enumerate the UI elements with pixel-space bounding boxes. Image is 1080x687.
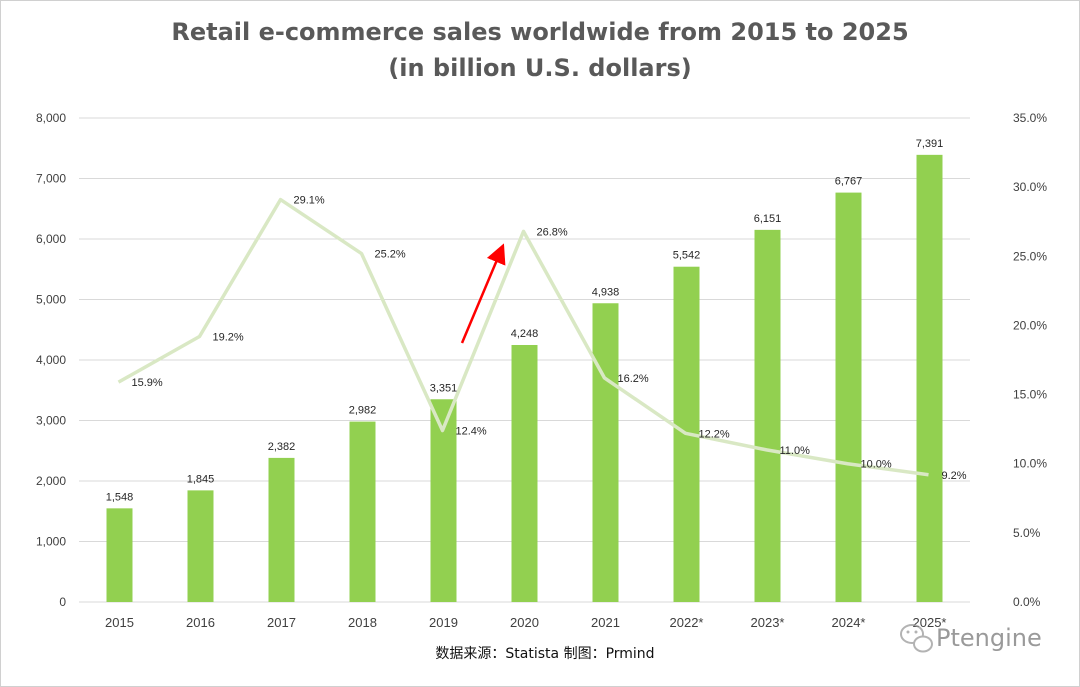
x-tick-label: 2023* [751,615,785,630]
x-tick-label: 2016 [186,615,215,630]
left-tick-label: 0 [59,595,66,609]
bar-data-label: 2,982 [349,405,377,417]
right-tick-label: 25.0% [1013,249,1047,263]
line-data-label: 25.2% [375,249,406,261]
bar [916,154,943,603]
gridlines [79,117,970,603]
bar-data-label: 4,248 [511,328,539,340]
left-tick-label: 5,000 [36,293,66,307]
x-tick-label: 2024* [832,615,866,630]
right-axis: 0.0% 5.0% 10.0% 15.0% 20.0% 25.0% 30.0% 35.0% [1013,111,1047,609]
left-axis: 0 1,000 2,000 3,000 4,000 5,000 6,000 7,000 8,00… [36,111,66,609]
left-tick-label: 7,000 [36,172,66,186]
x-tick-label: 2017 [267,615,296,630]
growth-rate-line [117,197,929,477]
chart-title-line-1: Retail e-commerce sales worldwide from 2… [171,18,908,46]
wechat-icon [900,624,933,653]
line-data-label: 9.2% [942,470,967,482]
bar [511,344,538,602]
x-tick-label: 2015 [105,615,134,630]
x-tick-label: 2018 [348,615,377,630]
bar [268,457,295,602]
growth-arrow-annotation [460,243,506,344]
bar [835,192,862,602]
right-tick-label: 30.0% [1013,180,1047,194]
right-tick-label: 5.0% [1013,526,1041,540]
bar-data-label: 2,382 [268,441,296,453]
bar-data-label: 6,151 [754,213,782,225]
line-data-label: 10.0% [861,459,892,471]
x-tick-label: 2021 [591,615,620,630]
left-tick-label: 6,000 [36,232,66,246]
bar-data-label: 6,767 [835,176,863,188]
bar [592,303,619,602]
x-tick-label: 2022* [670,615,704,630]
line-data-label: 12.4% [456,426,487,438]
bar-data-label: 1,548 [106,491,134,503]
bar-data-label: 4,938 [592,286,620,298]
bar-data-label: 7,391 [916,138,944,150]
watermark-text: Ptengine [936,624,1042,652]
left-tick-label: 4,000 [36,353,66,367]
bar [754,229,781,602]
left-tick-label: 8,000 [36,111,66,125]
right-tick-label: 20.0% [1013,318,1047,332]
x-tick-label: 2025* [913,615,947,630]
bar [187,490,214,602]
left-tick-label: 3,000 [36,414,66,428]
chart-title-line-2: (in billion U.S. dollars) [388,54,691,82]
right-tick-label: 35.0% [1013,111,1047,125]
x-tick-label: 2020 [510,615,539,630]
line-data-label: 12.2% [699,428,730,440]
line-series: 15.9% 19.2% 29.1% 25.2% 12.4% 26.8% 16.2% 12.2%… [117,195,967,482]
line-data-label: 15.9% [132,377,163,389]
bar [106,508,133,602]
watermark: Ptengine [900,624,1042,653]
source-credit: 数据来源：Statista 制图：Prmind [435,646,654,662]
bar [430,399,457,602]
x-tick-label: 2019 [429,615,458,630]
bar [349,421,376,602]
line-data-label: 11.0% [780,445,811,457]
left-tick-label: 1,000 [36,535,66,549]
bar-data-label: 3,351 [430,382,458,394]
line-data-label: 29.1% [294,195,325,207]
line-data-label: 19.2% [213,331,244,343]
right-tick-label: 10.0% [1013,457,1047,471]
bar-data-label: 5,542 [673,250,701,262]
line-data-label: 16.2% [618,373,649,385]
bar-data-label: 1,845 [187,473,215,485]
right-tick-label: 0.0% [1013,595,1041,609]
right-tick-label: 15.0% [1013,388,1047,402]
x-axis: 2015 2016 2017 2018 2019 2020 2021 2022* 2023* 20… [105,615,946,630]
left-tick-label: 2,000 [36,474,66,488]
bar-series: 1,548 1,845 2,382 2,982 3,351 4,248 4,938 5,542… [106,138,944,603]
line-data-label: 26.8% [537,226,568,238]
